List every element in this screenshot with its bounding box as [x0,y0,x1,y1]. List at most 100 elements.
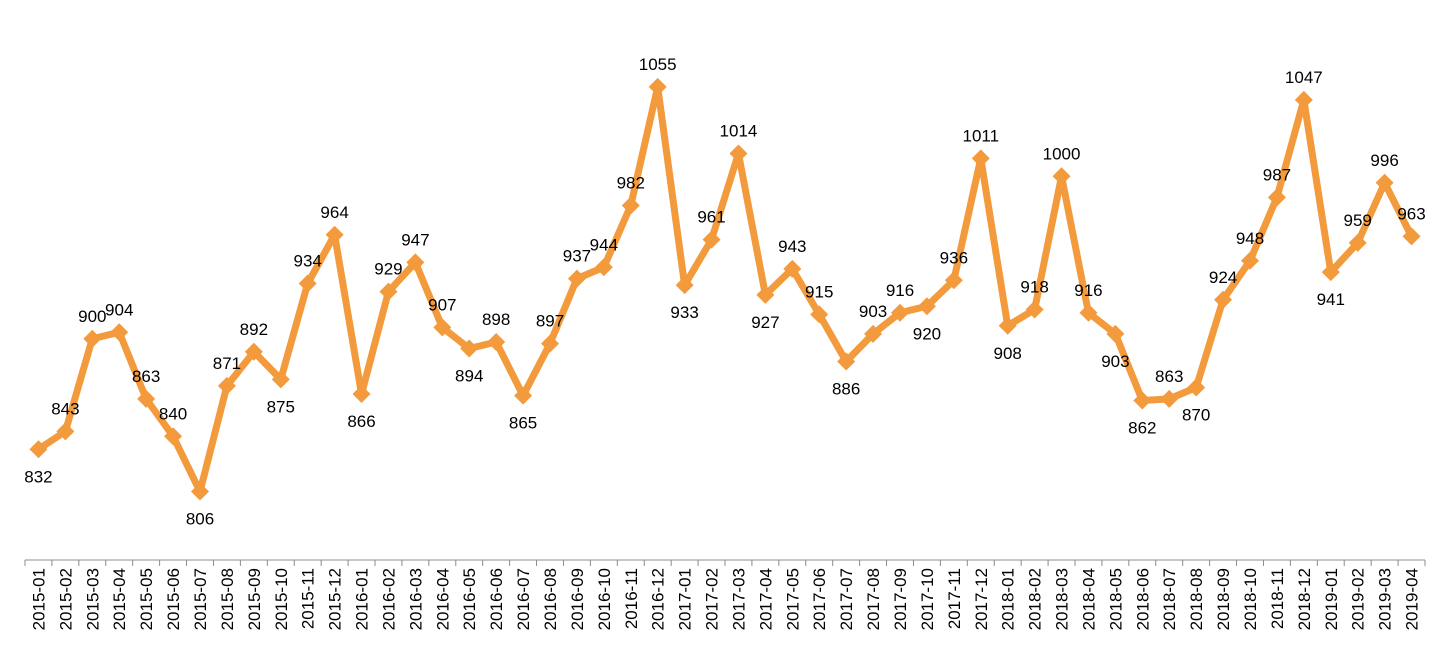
data-point-marker [756,285,775,304]
data-label: 863 [1155,367,1183,386]
data-point-marker [1402,227,1421,246]
x-tick-label: 2015-08 [218,568,237,630]
x-tick-label: 2016-04 [433,568,452,630]
x-tick-label: 2015-04 [110,568,129,630]
series-line-group [34,83,1416,495]
data-point-marker [487,333,506,351]
data-point-marker [675,276,694,295]
data-point-marker [594,258,613,277]
data-label: 840 [159,404,187,423]
data-point-marker [514,386,533,405]
data-point-marker [379,282,398,301]
data-point-marker [998,316,1017,335]
data-label: 866 [347,412,375,431]
data-point-marker [1241,251,1259,270]
data-label: 915 [805,282,833,301]
data-point-marker [1321,263,1340,282]
data-point-marker [217,376,236,395]
x-tick-label: 2018-03 [1053,568,1072,630]
data-label: 1047 [1285,68,1323,87]
data-label: 894 [455,367,483,386]
data-point-marker [325,225,344,244]
data-point-marker [110,323,129,342]
data-label: 924 [1209,268,1237,287]
x-tick-label: 2016-08 [541,568,560,630]
data-point-marker [137,389,156,408]
data-label: 947 [401,230,429,249]
x-tick-label: 2017-09 [891,568,910,630]
data-point-marker [837,352,856,371]
data-label: 843 [51,399,79,418]
data-label: 903 [1101,352,1129,371]
data-label: 941 [1317,290,1345,309]
data-label: 904 [105,300,133,319]
data-point-marker [864,324,883,343]
x-tick-label: 2016-10 [595,568,614,630]
data-point-marker [729,144,748,163]
data-label: 863 [132,367,160,386]
data-label: 862 [1128,419,1156,438]
data-label: 927 [751,313,779,332]
data-point-marker [460,339,479,358]
x-tick-label: 2018-09 [1214,568,1233,630]
data-point-marker [244,342,263,361]
x-tick-label: 2018-05 [1106,568,1125,630]
x-tick-label: 2018-08 [1187,568,1206,630]
x-tick-label: 2018-04 [1079,568,1098,630]
data-point-marker [406,253,425,272]
data-point-marker [567,269,586,288]
data-label: 959 [1344,211,1372,230]
data-point-marker [971,149,990,168]
data-label: 963 [1397,204,1425,223]
x-tick-label: 2015-06 [164,568,183,630]
x-tick-label: 2016-06 [487,568,506,630]
data-point-marker [810,305,829,324]
data-label: 875 [267,397,295,416]
data-point-marker [29,440,48,459]
data-label: 933 [670,303,698,322]
data-label: 908 [994,344,1022,363]
data-label: 944 [590,235,618,254]
x-tick-label: 2017-04 [756,568,775,630]
x-tick-label: 2017-06 [810,568,829,630]
x-tick-label: 2015-01 [29,568,48,630]
series-line [34,83,1416,495]
data-point-marker [1214,290,1233,309]
data-label: 907 [428,295,456,314]
data-label: 892 [240,320,268,339]
data-point-marker [648,77,667,96]
data-label: 886 [832,380,860,399]
data-label: 929 [374,260,402,279]
data-point-marker [783,259,802,278]
x-tick-label: 2019-01 [1322,568,1341,630]
data-point-marker [891,303,909,322]
data-label: 865 [509,414,537,433]
data-label: 918 [1020,278,1048,297]
x-tick-label: 2015-09 [245,568,264,630]
x-tick-label: 2015-07 [191,568,210,630]
data-label: 996 [1370,151,1398,170]
data-point-marker [1267,188,1286,207]
data-point-marker [1025,300,1044,319]
data-label: 964 [320,203,348,222]
x-tick-label: 2018-11 [1268,568,1287,629]
data-label: 1055 [639,55,677,74]
data-label: 871 [213,354,241,373]
data-point-marker [271,370,290,389]
data-label: 936 [940,248,968,267]
x-tick-label: 2016-02 [379,568,398,630]
x-tick-label: 2017-12 [972,568,991,630]
data-label: 897 [536,312,564,331]
x-tick-label: 2019-03 [1376,568,1395,630]
x-tick-label: 2015-03 [83,568,102,630]
data-label: 1000 [1043,144,1081,163]
x-tick-label: 2018-07 [1160,568,1179,630]
x-tick-label: 2017-08 [864,568,883,630]
data-label: 920 [913,324,941,343]
x-tick-label: 2016-01 [353,568,372,630]
x-tick-label: 2018-10 [1241,568,1260,630]
data-point-marker [1079,303,1098,322]
data-label: 948 [1236,229,1264,248]
